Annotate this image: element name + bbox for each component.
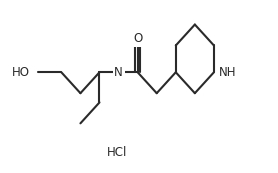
Text: NH: NH <box>219 66 237 79</box>
Text: HO: HO <box>12 66 30 79</box>
Text: HCl: HCl <box>107 146 127 159</box>
Text: N: N <box>114 66 123 79</box>
Text: O: O <box>133 32 142 45</box>
